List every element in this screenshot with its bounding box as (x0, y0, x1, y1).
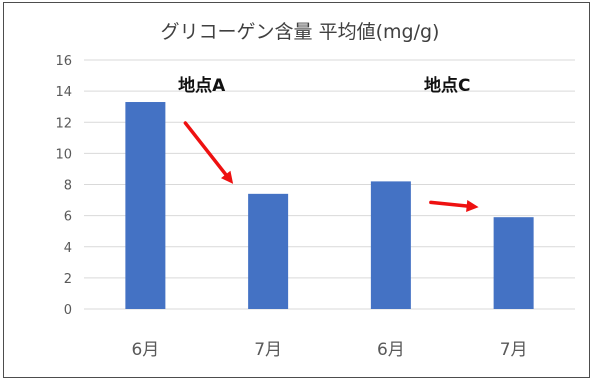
annotations: 地点A 地点C (178, 75, 470, 96)
y-axis-ticks: 0 2 4 6 8 10 12 14 16 (55, 54, 72, 318)
group-label: 地点C (424, 75, 470, 96)
y-tick-label: 10 (55, 147, 72, 162)
arrow-shaft (429, 200, 469, 208)
y-tick-label: 16 (55, 54, 72, 69)
gridlines (84, 59, 575, 310)
x-axis-ticks: 6月 7月 6月 7月 (131, 340, 527, 360)
trend-arrows (183, 121, 479, 212)
y-tick-label: 0 (64, 303, 72, 318)
bar (125, 102, 166, 309)
bar (370, 181, 411, 309)
y-tick-label: 14 (55, 85, 72, 100)
x-tick-label: 7月 (500, 340, 528, 360)
arrow-head (466, 200, 479, 212)
y-tick-label: 6 (64, 210, 72, 225)
trend-arrow (429, 200, 479, 212)
arrow-shaft (183, 121, 228, 177)
bar (248, 193, 289, 309)
y-tick-label: 8 (64, 179, 72, 194)
x-tick-label: 6月 (377, 340, 405, 360)
bars (125, 102, 534, 309)
chart-title: グリコーゲン含量 平均値(mg/g) (161, 21, 440, 43)
group-label: 地点A (178, 75, 226, 96)
x-tick-label: 7月 (254, 340, 282, 360)
trend-arrow (183, 121, 234, 184)
y-tick-label: 2 (64, 272, 72, 287)
arrow-head (220, 170, 234, 184)
y-tick-label: 12 (55, 116, 72, 131)
y-tick-label: 4 (64, 241, 72, 256)
x-tick-label: 6月 (131, 340, 159, 360)
bar (493, 217, 534, 309)
chart-frame (3, 2, 590, 378)
